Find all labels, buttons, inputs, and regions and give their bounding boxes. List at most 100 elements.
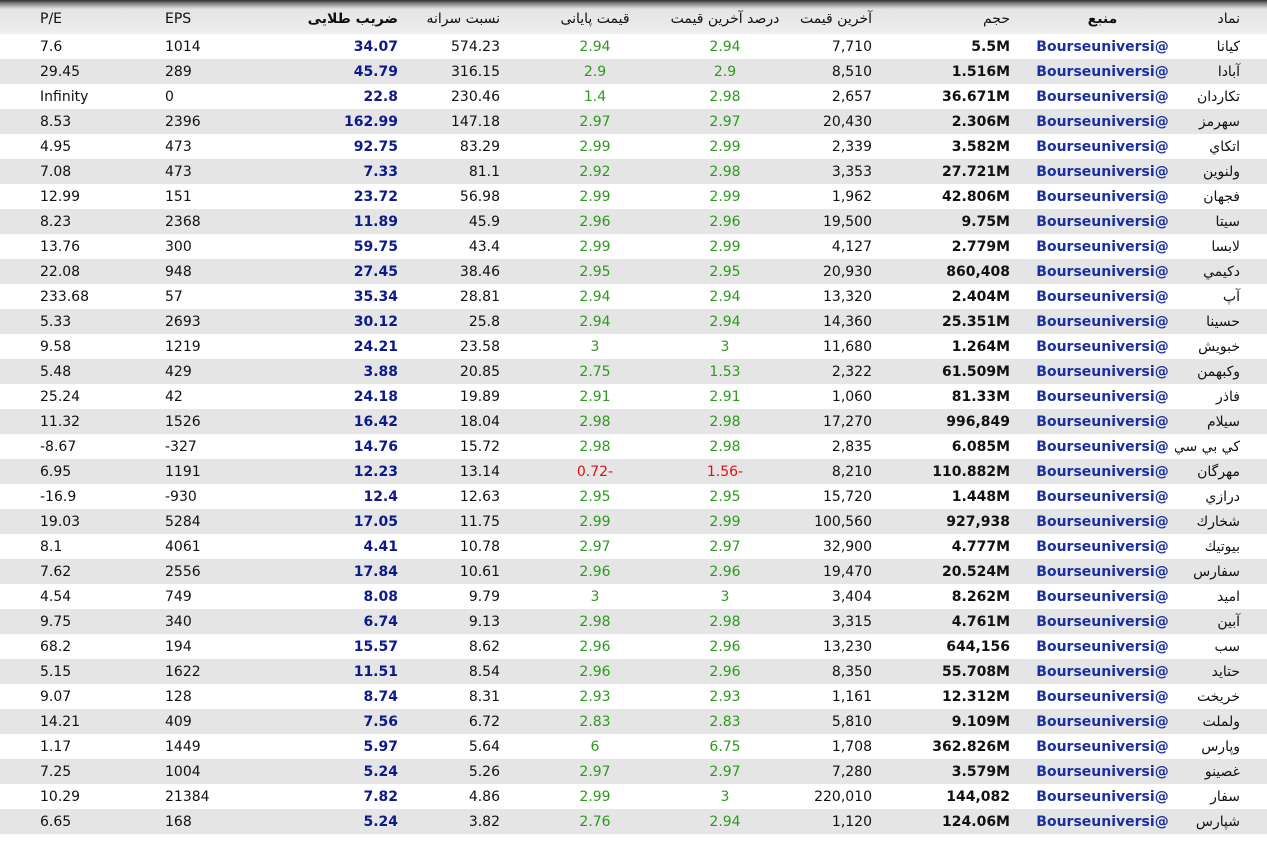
table-cell: 10.29 (40, 788, 81, 805)
table-cell: غصينو (1175, 759, 1267, 784)
table-cell: دکيمي (1175, 259, 1267, 284)
column-header: ضریب طلایی (280, 0, 420, 34)
table-cell: 81.1 (420, 159, 530, 184)
table-cell: 162.99 (280, 109, 420, 134)
table-cell: @Bourseuniversi (1030, 309, 1175, 334)
table-cell: 927,938 (900, 509, 1030, 534)
table-cell: 4.761M (900, 609, 1030, 634)
table-cell: وكبهمن (1175, 359, 1267, 384)
table-cell: 59.75 (353, 238, 398, 255)
table-cell: اتکاي (1209, 138, 1240, 155)
table-cell: 5.24 (280, 759, 420, 784)
table-cell: @Bourseuniversi (1030, 709, 1175, 734)
table-cell: 1.516M (900, 59, 1030, 84)
table-cell: حتايد (1175, 659, 1267, 684)
table-cell: 3 (590, 588, 600, 605)
table-cell: 3 (590, 338, 600, 355)
table-row: شخارك @Bourseuniversi 927,938 100,560 2.99 2.… (0, 509, 1267, 534)
table-row: اميد @Bourseuniversi 8.262M 3,404 3 3 9.79 8.08… (0, 584, 1267, 609)
table-cell: اميد (1217, 588, 1240, 605)
table-cell: 19,500 (790, 209, 900, 234)
table-cell: 14.76 (353, 438, 398, 455)
table-cell: شخارك (1175, 509, 1267, 534)
table-cell: 2396 (160, 109, 280, 134)
table-cell: 2.94 (660, 809, 790, 834)
table-cell: 7.82 (363, 788, 398, 805)
table-cell: 7.62 (0, 559, 160, 584)
table-cell: 16.42 (280, 409, 420, 434)
table-cell: -8.67 (40, 438, 77, 455)
table-row: درازي @Bourseuniversi 1.448M 15,720 2.95 2.95… (0, 484, 1267, 509)
table-cell: 1,120 (790, 809, 900, 834)
table-cell: 13,230 (823, 638, 872, 655)
table-cell: 2.99 (579, 788, 611, 805)
table-cell: 2.99 (660, 509, 790, 534)
table-cell: 2.98 (709, 88, 741, 105)
table-row: خبويش @Bourseuniversi 1.264M 11,680 3 3 23.58 2… (0, 334, 1267, 359)
table-cell: @Bourseuniversi (1030, 459, 1175, 484)
table-cell: 168 (160, 809, 280, 834)
table-cell: 45.9 (420, 209, 530, 234)
table-cell: 19.03 (0, 509, 160, 534)
table-cell: 28.81 (459, 288, 500, 305)
column-header: منبع (1030, 0, 1175, 34)
table-cell: 3,315 (790, 609, 900, 634)
table-cell: آبین (1175, 609, 1267, 634)
table-cell: 22.08 (0, 259, 160, 284)
table-cell: 2.94 (660, 309, 790, 334)
table-cell: 2.96 (660, 559, 790, 584)
table-cell: 6.085M (951, 438, 1010, 455)
table-cell: 2,835 (831, 438, 872, 455)
column-header: P/E (0, 0, 160, 34)
table-cell: 1.448M (951, 488, 1010, 505)
table-cell: 2.95 (579, 488, 611, 505)
table-cell: @Bourseuniversi (1030, 159, 1175, 184)
column-header: نسبت سرانه (420, 0, 530, 34)
table-cell: 1219 (165, 338, 201, 355)
table-cell: 36.671M (942, 88, 1010, 105)
table-cell: 25.8 (420, 309, 530, 334)
table-cell: 42.806M (942, 188, 1010, 205)
table-cell: 6.74 (280, 609, 420, 634)
table-cell: 8.1 (40, 538, 63, 555)
table-cell: 1,161 (831, 688, 872, 705)
table-cell: 10.78 (459, 538, 500, 555)
table-row: سيلام @Bourseuniversi 996,849 17,270 2.98 2.9… (0, 409, 1267, 434)
table-cell: 2,322 (790, 359, 900, 384)
table-cell: 23.58 (459, 338, 500, 355)
table-cell: 8.53 (0, 109, 160, 134)
table-cell: 2.99 (579, 238, 611, 255)
table-cell: @Bourseuniversi (1036, 338, 1169, 355)
table-cell: حسينا (1175, 309, 1267, 334)
table-cell: 2.96 (579, 638, 611, 655)
table-cell: 1622 (160, 659, 280, 684)
table-cell: @Bourseuniversi (1036, 438, 1169, 455)
table-cell: 3,404 (831, 588, 872, 605)
column-header: درصد آخرین قیمت (660, 0, 790, 34)
table-cell: 4.54 (40, 588, 72, 605)
column-header: آخرین قیمت (790, 0, 900, 34)
table-cell: 996,849 (900, 409, 1030, 434)
table-cell: 429 (160, 359, 280, 384)
table-cell: 9.109M (900, 709, 1030, 734)
table-cell: 2.99 (709, 188, 741, 205)
table-cell: 8,510 (790, 59, 900, 84)
table-cell: 2.96 (530, 659, 660, 684)
table-cell: 7.08 (0, 159, 160, 184)
table-cell: 194 (165, 638, 192, 655)
table-cell: @Bourseuniversi (1036, 738, 1169, 755)
table-cell: 5.33 (0, 309, 160, 334)
table-cell: @Bourseuniversi (1030, 659, 1175, 684)
table-cell: 1526 (160, 409, 280, 434)
table-cell: 316.15 (420, 59, 530, 84)
table-cell: 2.76 (530, 809, 660, 834)
table-cell: 124.06M (900, 809, 1030, 834)
table-cell: @Bourseuniversi (1036, 88, 1169, 105)
table-cell: 68.2 (40, 638, 72, 655)
table-cell: 25.24 (40, 388, 81, 405)
table-row: وپارس @Bourseuniversi 362.826M 1,708 6.75 6 5.… (0, 734, 1267, 759)
table-cell: 55.708M (900, 659, 1030, 684)
table-cell: 2.97 (660, 759, 790, 784)
table-cell: 27.721M (900, 159, 1030, 184)
